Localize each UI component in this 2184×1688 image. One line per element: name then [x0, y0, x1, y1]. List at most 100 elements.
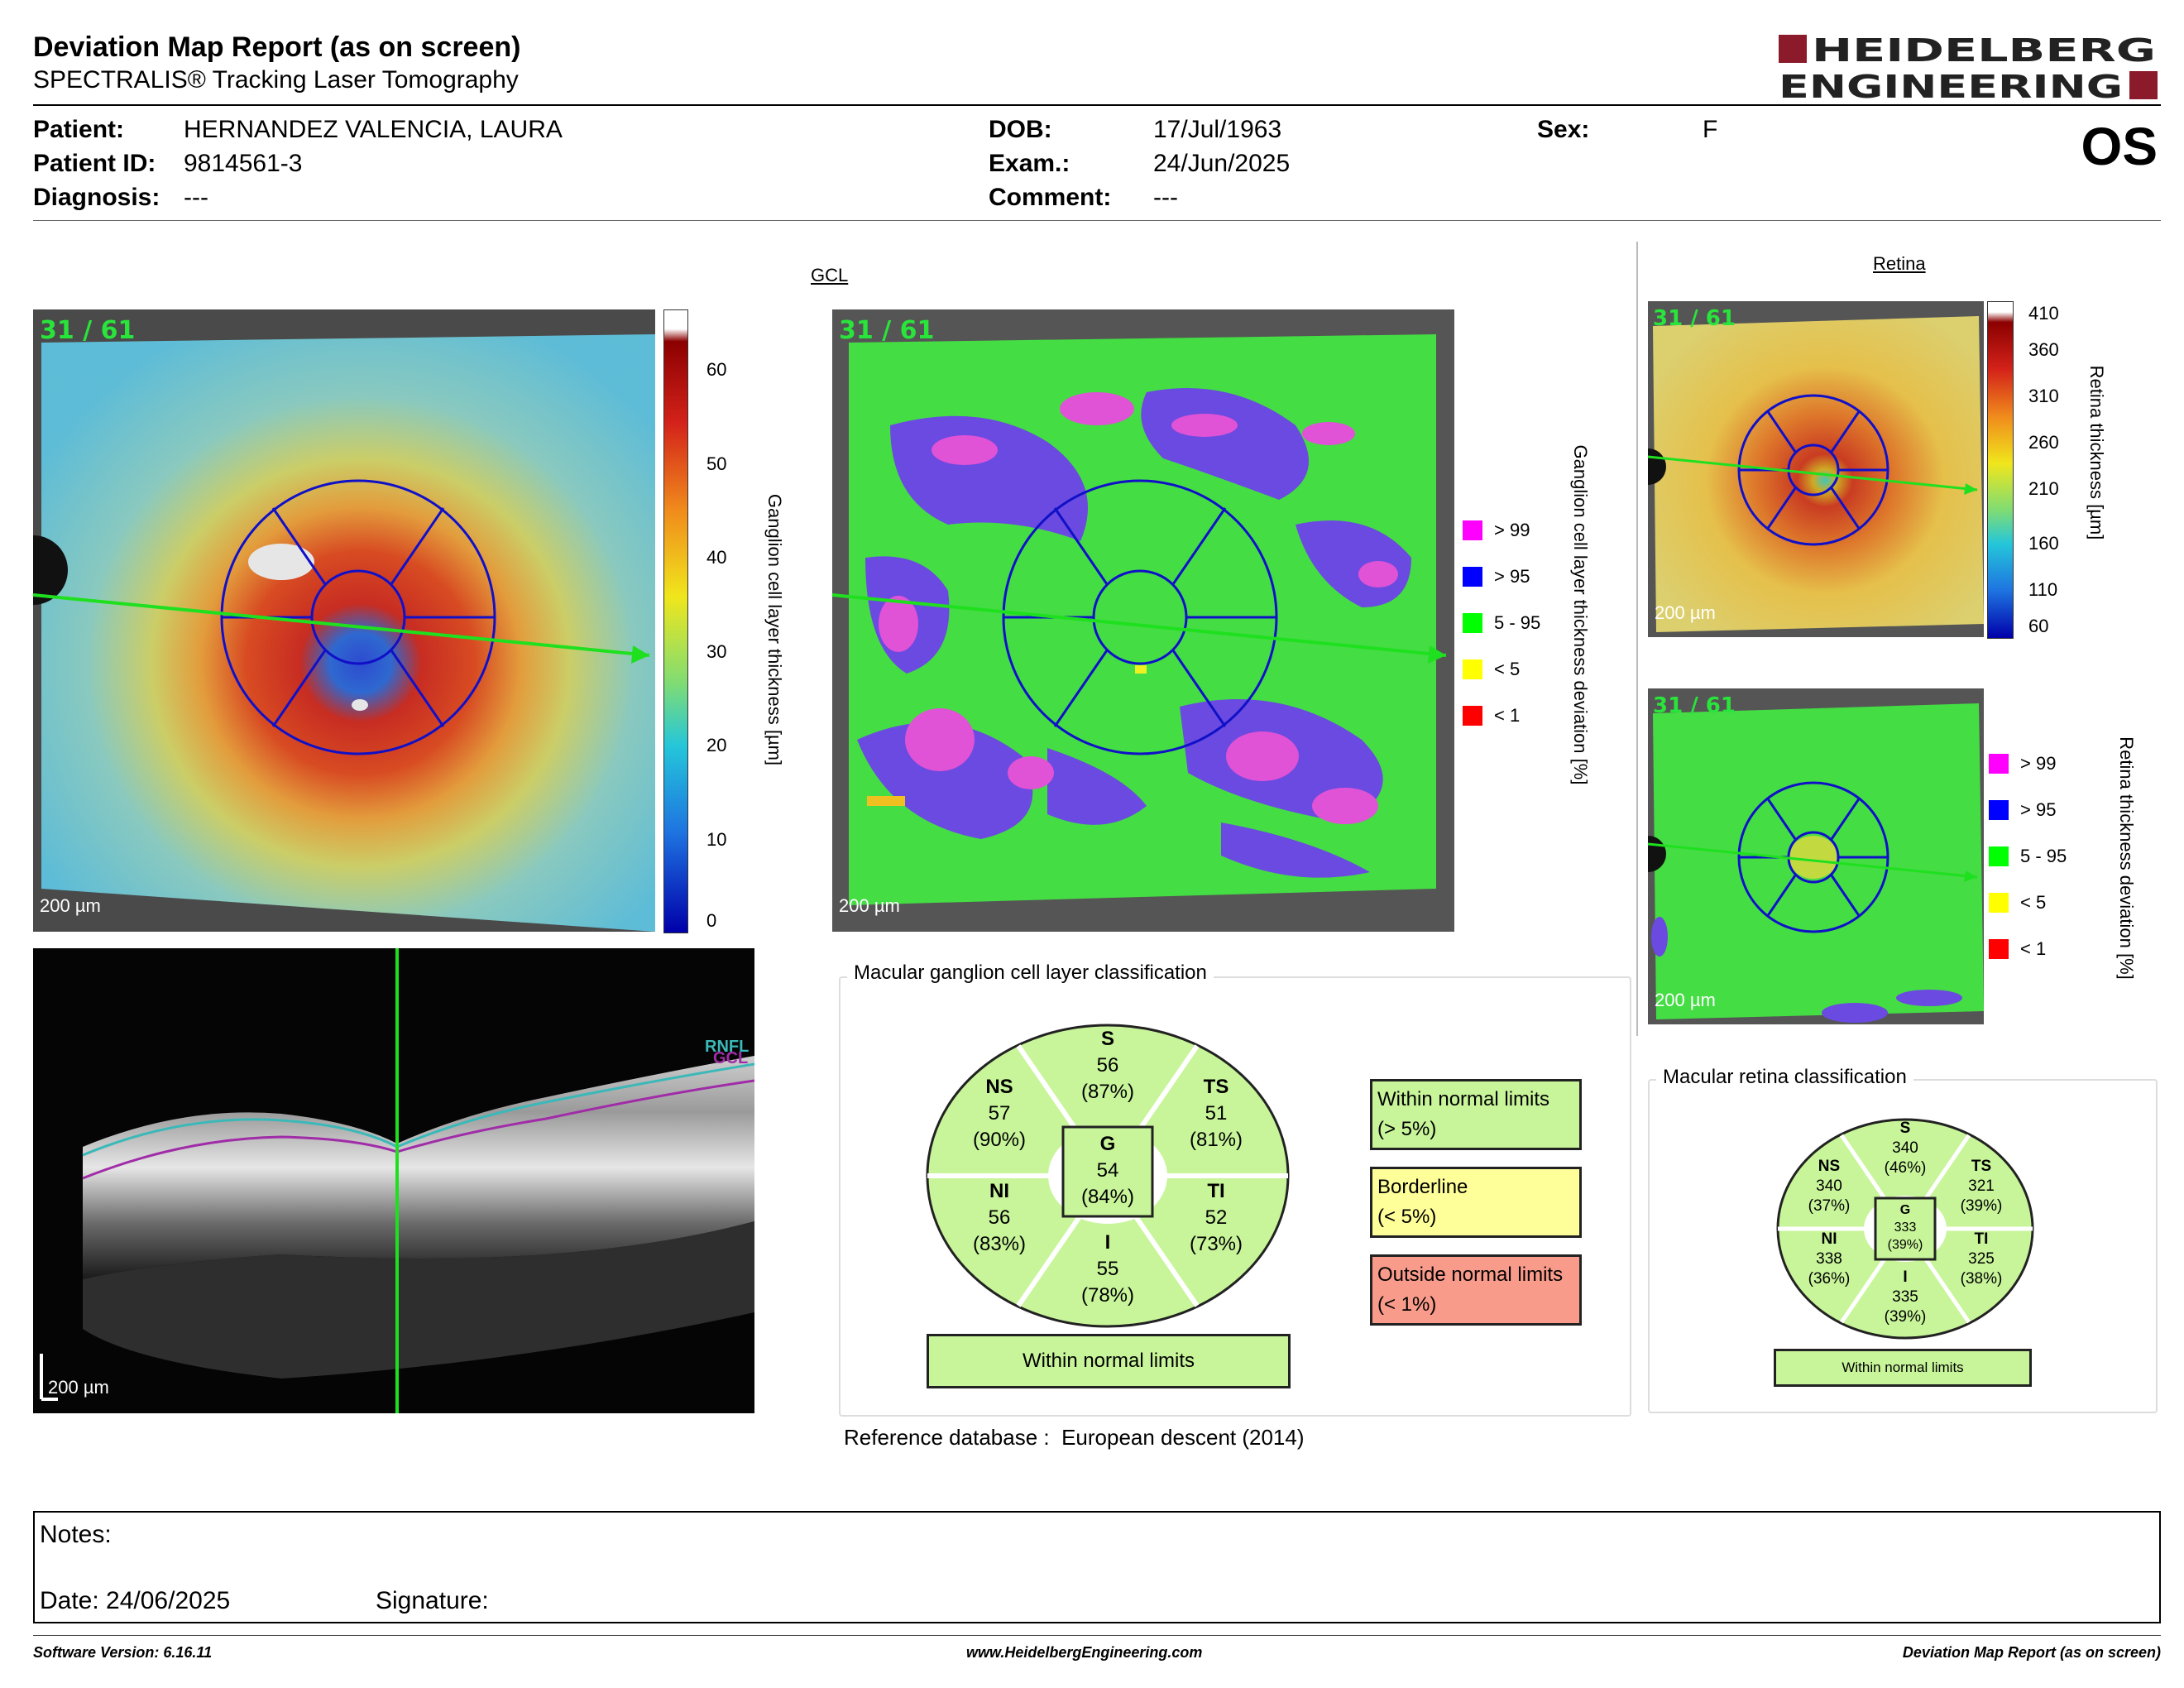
gcl-cb-tick: 40	[706, 547, 727, 568]
gcl-legend-item: < 5	[1463, 659, 1520, 680]
exam-value: 24/Jun/2025	[1153, 150, 1291, 177]
gcl-cb-tick: 60	[706, 359, 727, 380]
footer-website: www.HeidelbergEngineering.com	[966, 1644, 1203, 1661]
gcl-cb-tick: 0	[706, 910, 717, 931]
key-within-normal: Within normal limits (> 5%)	[1370, 1079, 1582, 1150]
reference-label: Reference database :	[844, 1425, 1050, 1450]
gcl-sector-ni: NI 56 (83%)	[972, 1180, 1027, 1255]
rnfl-layer-label: RNFL	[705, 1038, 750, 1056]
patient-id-label: Patient ID:	[33, 150, 156, 177]
retina-legend-item: > 99	[1989, 753, 2056, 774]
section-separator	[1636, 242, 1638, 1036]
logo-line1: HEIDELBERG	[1812, 32, 2156, 69]
gcl-thickness-colorbar	[663, 309, 688, 933]
exam-label: Exam.:	[989, 150, 1070, 177]
gcl-deviation-axis-label: Ganglion cell layer thickness deviation …	[1570, 444, 1591, 785]
gcl-legend-item: < 1	[1463, 705, 1520, 727]
report-title: Deviation Map Report (as on screen)	[33, 31, 521, 63]
comment-value: ---	[1153, 184, 1178, 211]
retina-deviation-map: 31 / 61 200 µm	[1648, 688, 1984, 1024]
gcl-map-scale: 200 µm	[40, 895, 101, 916]
legend-swatch-yellow	[1463, 659, 1482, 679]
retina-legend-item: 5 - 95	[1989, 846, 2067, 867]
retina-cb-tick: 210	[2028, 478, 2059, 499]
gcl-classification-title: Macular ganglion cell layer classificati…	[847, 961, 1214, 985]
gcl-classification-group	[839, 976, 1631, 1417]
retina-classification-title: Macular retina classification	[1656, 1066, 1913, 1089]
reference-database: Reference database : European descent (2…	[844, 1425, 1305, 1451]
gcl-sector-ns: NS 57 (90%)	[972, 1076, 1027, 1151]
gcl-sector-i: I 55 (78%)	[1080, 1231, 1135, 1307]
footer-divider	[33, 1635, 2161, 1636]
retina-deviation-scale: 200 µm	[1655, 990, 1716, 1010]
retina-section-title: Retina	[1873, 253, 1926, 274]
gcl-thickness-map: 31 / 61 200 µm	[33, 309, 655, 932]
retina-cb-tick: 310	[2028, 386, 2059, 406]
retina-sector-ts: TS 321 (39%)	[1960, 1158, 2003, 1215]
retina-thickness-colorbar	[1987, 301, 2014, 639]
date-label: Date: 24/06/2025	[40, 1587, 231, 1614]
gcl-cb-tick: 10	[706, 829, 727, 850]
legend-swatch-red	[1463, 706, 1482, 726]
gcl-cb-tick: 20	[706, 735, 727, 755]
gcl-sector-diagram: S 56 (87%) NS 57 (90%) TS 51 (81%) NI 56 (83%) T…	[925, 1023, 1291, 1329]
legend-swatch-blue	[1989, 800, 2009, 820]
retina-map-frame-count: 31 / 61	[1653, 306, 1736, 331]
retina-sector-i: I 335 (39%)	[1884, 1268, 1927, 1326]
signature-label: Signature:	[376, 1587, 489, 1614]
legend-swatch-yellow	[1989, 893, 2009, 913]
retina-deviation-axis-label: Retina thickness deviation [%]	[2116, 736, 2137, 980]
logo-line2: ENGINEERING	[1779, 69, 2123, 103]
gcl-deviation-map: 31 / 61 200 µm	[832, 309, 1454, 932]
key-borderline: Borderline (< 5%)	[1370, 1167, 1582, 1238]
legend-swatch-magenta	[1463, 520, 1482, 540]
retina-legend-item: < 5	[1989, 892, 2046, 914]
legend-swatch-magenta	[1989, 754, 2009, 774]
footer-software-version: Software Version: 6.16.11	[33, 1644, 213, 1661]
retina-legend-item: < 1	[1989, 938, 2046, 960]
key-outside-normal: Outside normal limits (< 1%)	[1370, 1254, 1582, 1326]
dob-value: 17/Jul/1963	[1153, 116, 1282, 143]
patient-name: HERNANDEZ VALENCIA, LAURA	[184, 116, 563, 143]
report-subtitle: SPECTRALIS® Tracking Laser Tomography	[33, 66, 519, 94]
header-divider	[33, 104, 2161, 106]
notes-label: Notes:	[40, 1521, 112, 1548]
dob-label: DOB:	[989, 116, 1052, 143]
retina-cb-tick: 360	[2028, 339, 2059, 360]
retina-overall-result: Within normal limits	[1774, 1349, 2032, 1387]
gcl-sector-s: S 56 (87%)	[1080, 1028, 1135, 1103]
gcl-legend-item: > 99	[1463, 520, 1530, 541]
retina-sector-g: G 333 (39%)	[1887, 1203, 1923, 1252]
retina-cb-tick: 160	[2028, 533, 2059, 554]
notes-box	[33, 1511, 2161, 1623]
reference-value: European descent (2014)	[1061, 1425, 1305, 1450]
comment-label: Comment:	[989, 184, 1112, 211]
retina-sector-diagram: S 340 (46%) NS 340 (37%) TS 321 (39%) NI 338 (36…	[1775, 1117, 2035, 1340]
retina-legend-item: > 95	[1989, 799, 2056, 821]
retina-deviation-frame-count: 31 / 61	[1653, 693, 1736, 718]
eye-indicator: OS	[2081, 117, 2158, 176]
gcl-map-frame-count: 31 / 61	[40, 316, 136, 345]
retina-sector-ns: NS 340 (37%)	[1808, 1158, 1851, 1215]
heidelberg-logo: HEIDELBERG ENGINEERING	[1779, 32, 2158, 103]
patient-divider	[33, 220, 2161, 221]
retina-cb-tick: 260	[2028, 432, 2059, 453]
retina-sector-s: S 340 (46%)	[1884, 1120, 1927, 1177]
patient-id: 9814561-3	[184, 150, 303, 177]
retina-cb-tick: 110	[2028, 579, 2058, 600]
gcl-legend-item: > 95	[1463, 566, 1530, 587]
legend-swatch-green	[1463, 613, 1482, 633]
gcl-overall-result: Within normal limits	[927, 1334, 1291, 1388]
gcl-sector-ti: TI 52 (73%)	[1189, 1180, 1243, 1255]
sex-value: F	[1703, 116, 1718, 143]
gcl-deviation-scale: 200 µm	[839, 895, 900, 916]
legend-swatch-blue	[1463, 567, 1482, 587]
gcl-section-title: GCL	[811, 265, 849, 285]
gcl-sector-ts: TS 51 (81%)	[1189, 1076, 1243, 1151]
diagnosis-value: ---	[184, 184, 208, 211]
footer-report-name: Deviation Map Report (as on screen)	[1902, 1644, 2161, 1661]
retina-sector-ti: TI 325 (38%)	[1960, 1230, 2003, 1288]
retina-sector-ni: NI 338 (36%)	[1808, 1230, 1851, 1288]
retina-cb-tick: 410	[2028, 303, 2059, 324]
gcl-cb-tick: 50	[706, 453, 727, 474]
